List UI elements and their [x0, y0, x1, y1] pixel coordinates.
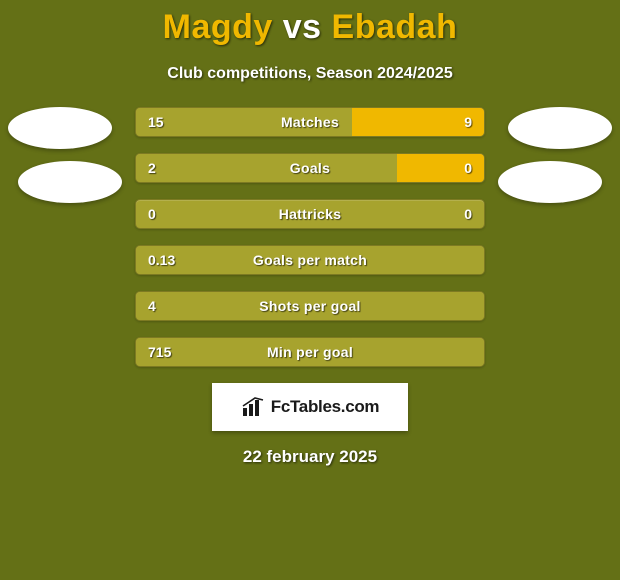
stat-right-value: 0 — [464, 160, 472, 176]
chart-icon — [241, 396, 269, 418]
stat-left-fill — [136, 154, 397, 182]
stat-row: 2 Goals 0 — [135, 153, 485, 183]
stat-bars: 15 Matches 9 2 Goals 0 0 Hattricks 0 0.13 Goals pe… — [135, 107, 485, 367]
stat-left-value: 2 — [148, 160, 156, 176]
stat-label: Hattricks — [279, 206, 342, 222]
stat-right-value: 9 — [464, 114, 472, 130]
player1-name: Magdy — [163, 8, 273, 46]
stat-label: Min per goal — [267, 344, 353, 360]
comparison-body: 15 Matches 9 2 Goals 0 0 Hattricks 0 0.13 Goals pe… — [0, 107, 620, 467]
stat-label: Goals — [290, 160, 330, 176]
subtitle: Club competitions, Season 2024/2025 — [0, 65, 620, 83]
stat-row: 15 Matches 9 — [135, 107, 485, 137]
player1-club-logo — [18, 161, 122, 203]
player2-avatar — [508, 107, 612, 149]
player1-avatar — [8, 107, 112, 149]
comparison-title: Magdy vs Ebadah — [0, 0, 620, 47]
site-name: FcTables.com — [271, 397, 380, 417]
stat-right-value: 0 — [464, 206, 472, 222]
site-logo: FcTables.com — [241, 396, 380, 418]
date-text: 22 february 2025 — [0, 447, 620, 467]
stat-left-value: 4 — [148, 298, 156, 314]
stat-left-value: 715 — [148, 344, 171, 360]
stat-left-value: 15 — [148, 114, 164, 130]
stat-row: 715 Min per goal — [135, 337, 485, 367]
stat-left-value: 0.13 — [148, 252, 175, 268]
vs-text: vs — [283, 8, 322, 46]
site-badge: FcTables.com — [212, 383, 408, 431]
stat-row: 0 Hattricks 0 — [135, 199, 485, 229]
stat-label: Goals per match — [253, 252, 367, 268]
stat-label: Shots per goal — [259, 298, 360, 314]
stat-row: 4 Shots per goal — [135, 291, 485, 321]
player2-club-logo — [498, 161, 602, 203]
stat-row: 0.13 Goals per match — [135, 245, 485, 275]
player2-name: Ebadah — [332, 8, 458, 46]
stat-label: Matches — [281, 114, 339, 130]
stat-left-value: 0 — [148, 206, 156, 222]
